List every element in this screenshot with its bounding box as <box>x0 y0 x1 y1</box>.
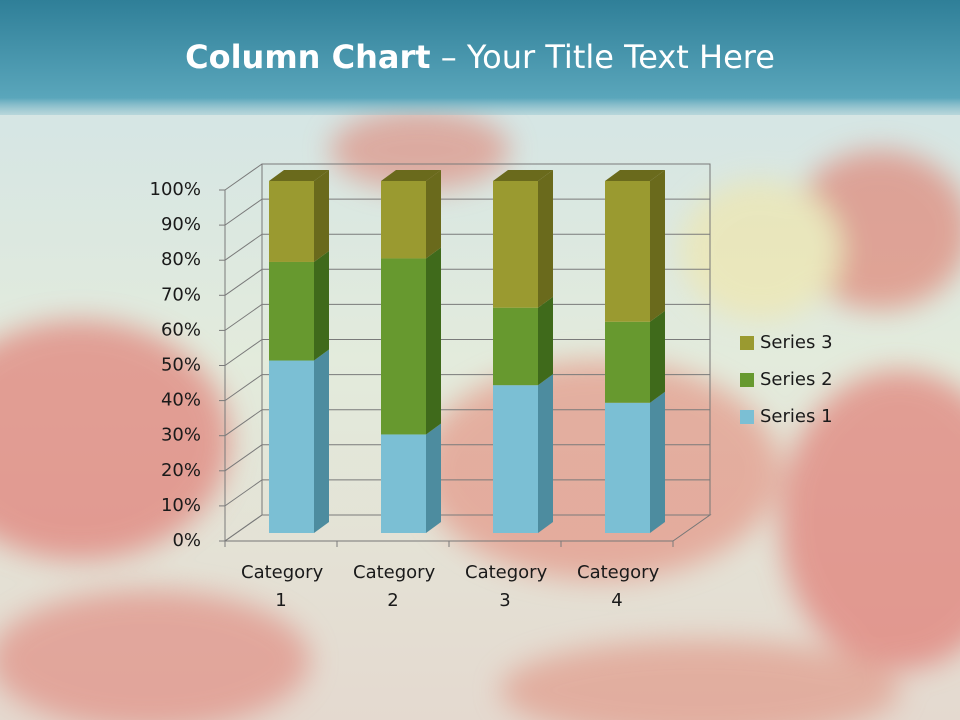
title-bold: Column Chart <box>185 38 431 76</box>
legend-swatch <box>740 410 754 424</box>
legend-swatch <box>740 336 754 350</box>
bar-segment <box>605 310 665 403</box>
bar-front <box>493 181 538 308</box>
bar-segment <box>381 423 441 533</box>
y-tick-label: 50% <box>161 355 201 376</box>
legend-label: Series 1 <box>760 406 833 427</box>
bar-segment <box>493 374 553 533</box>
bar-top <box>381 170 441 181</box>
bar-side <box>538 296 553 386</box>
grid-line <box>224 479 710 507</box>
y-tick-label: 70% <box>161 284 201 305</box>
bar-front <box>605 321 650 403</box>
grid-line <box>224 198 710 226</box>
bar-side <box>650 170 665 322</box>
bar-segment <box>269 349 329 533</box>
bar-top <box>493 170 553 181</box>
bar-front <box>381 434 426 533</box>
bar-front <box>493 307 538 386</box>
grid-line <box>224 163 710 191</box>
bar-side <box>426 247 441 435</box>
grid-line <box>224 514 710 542</box>
bar-front <box>269 181 314 262</box>
grid-line <box>224 268 710 296</box>
bar-side <box>426 170 441 259</box>
bar-segment <box>381 170 441 259</box>
bar-segment <box>605 391 665 533</box>
y-tick-label: 0% <box>172 530 201 551</box>
bar-front <box>269 261 314 361</box>
bar-front <box>381 181 426 259</box>
grid-line <box>224 409 710 437</box>
grid-line <box>224 444 710 472</box>
bar-side <box>426 423 441 533</box>
x-tick-label: Category 2 <box>353 562 436 611</box>
legend-label: Series 3 <box>760 332 833 353</box>
bar-side <box>538 374 553 533</box>
bar-segment <box>493 296 553 386</box>
bar-front <box>381 258 426 435</box>
bar-segment <box>269 170 329 262</box>
bar-segment <box>605 170 665 322</box>
bar-segment <box>381 247 441 435</box>
bar-segment <box>493 170 553 308</box>
y-tick-label: 100% <box>150 179 201 200</box>
bar-side <box>538 170 553 308</box>
x-tick-label: Category 4 <box>577 562 660 611</box>
bar-side <box>650 310 665 403</box>
y-tick-label: 30% <box>161 425 201 446</box>
y-tick-label: 20% <box>161 460 201 481</box>
y-tick-label: 10% <box>161 495 201 516</box>
y-tick-label: 40% <box>161 390 201 411</box>
x-tick-label: Category 1 <box>241 562 324 611</box>
y-tick-label: 90% <box>161 214 201 235</box>
title-rest: – Your Title Text Here <box>440 38 775 76</box>
y-tick-label: 60% <box>161 319 201 340</box>
bar-top <box>605 170 665 181</box>
grid-line <box>224 339 710 366</box>
grid-line <box>224 374 710 402</box>
bar-segment <box>269 250 329 361</box>
bar-front <box>605 402 650 533</box>
bar-side <box>314 349 329 533</box>
bar-side <box>314 170 329 262</box>
legend-label: Series 2 <box>760 369 833 390</box>
grid-line <box>224 233 710 261</box>
bar-top <box>269 170 329 181</box>
bar-side <box>650 391 665 533</box>
bar-front <box>493 385 538 533</box>
x-tick-label: Category 3 <box>465 562 548 611</box>
grid-line <box>224 303 710 331</box>
bar-front <box>605 181 650 322</box>
title: Column Chart – Your Title Text Here <box>0 38 960 76</box>
bar-side <box>314 250 329 361</box>
y-tick-label: 80% <box>161 249 201 270</box>
bar-front <box>269 360 314 533</box>
legend-swatch <box>740 373 754 387</box>
